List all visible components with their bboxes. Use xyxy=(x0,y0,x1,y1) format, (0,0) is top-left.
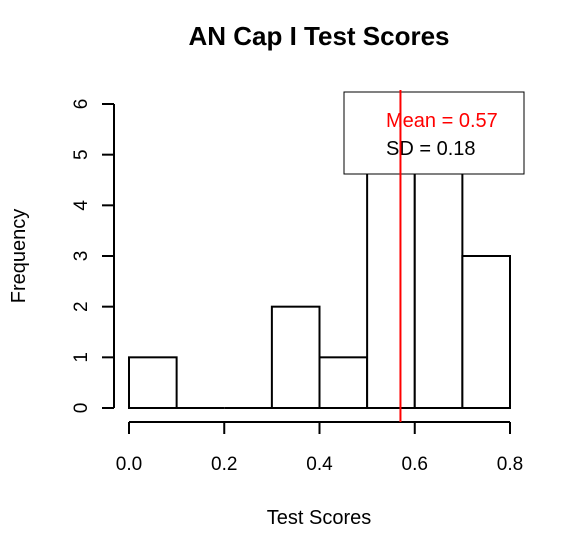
x-tick-label: 0.0 xyxy=(116,454,142,475)
histogram-bar xyxy=(270,305,321,409)
legend-box xyxy=(343,91,525,175)
x-axis: 0.0 0.2 0.4 0.6 0.8 xyxy=(116,421,523,475)
legend: Mean = 0.57 SD = 0.18 xyxy=(343,91,525,175)
y-tick-label: 1 xyxy=(71,352,92,363)
chart-title: AN Cap I Test Scores xyxy=(188,21,449,51)
x-tick-label: 0.8 xyxy=(497,454,523,475)
histogram-bar xyxy=(366,153,416,409)
legend-mean-text: Mean = 0.57 xyxy=(386,110,498,132)
x-tick-label: 0.2 xyxy=(211,454,237,475)
histogram-bar xyxy=(128,356,178,410)
histogram-bar xyxy=(461,255,511,409)
histogram-bar xyxy=(318,356,369,410)
y-tick-label: 6 xyxy=(71,99,92,110)
y-tick-label: 2 xyxy=(71,301,92,312)
y-axis-label: Frequency xyxy=(8,209,30,304)
y-axis: 0 1 2 3 4 5 6 xyxy=(71,99,115,414)
y-tick-label: 4 xyxy=(71,200,92,211)
y-tick-label: 3 xyxy=(71,251,92,262)
x-axis-label: Test Scores xyxy=(267,507,371,529)
legend-sd-text: SD = 0.18 xyxy=(386,138,476,160)
y-tick-label: 0 xyxy=(71,403,92,414)
x-tick-label: 0.6 xyxy=(402,454,428,475)
bars-group xyxy=(128,153,511,410)
y-tick-label: 5 xyxy=(71,149,92,160)
histogram-bar xyxy=(413,153,464,409)
x-tick-label: 0.4 xyxy=(306,454,333,475)
